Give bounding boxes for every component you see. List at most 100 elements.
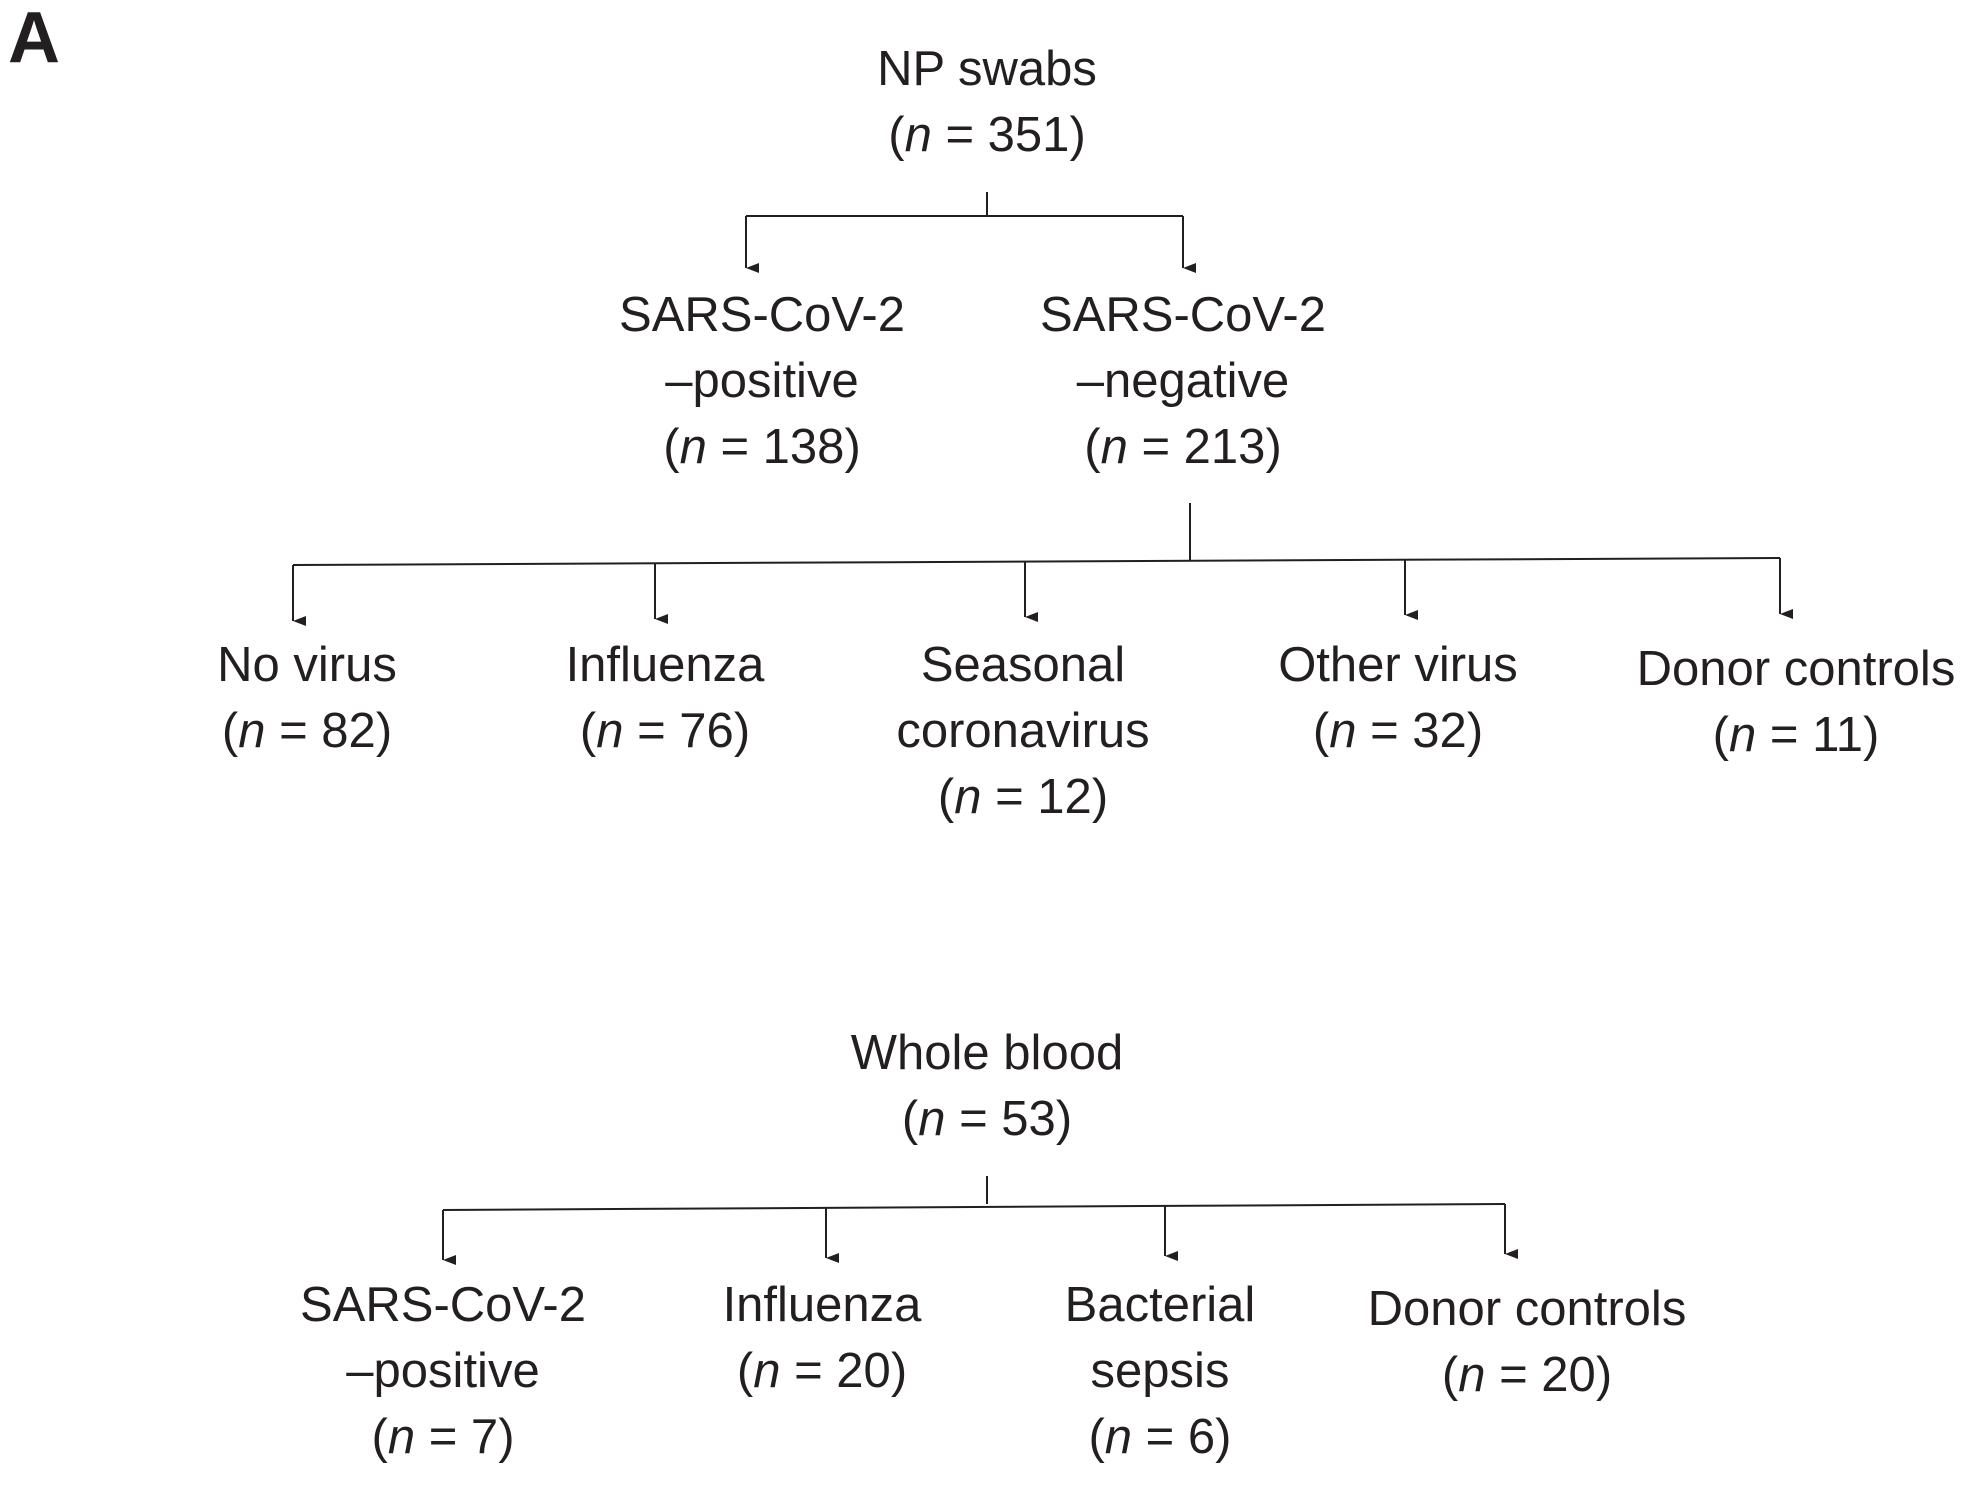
count-n-symbol: n xyxy=(596,704,624,758)
node-label-line: SARS-CoV-2 xyxy=(1040,288,1326,342)
count-equals: = xyxy=(1756,708,1813,762)
count-n-symbol: n xyxy=(1104,1410,1133,1464)
count-close-paren: ) xyxy=(1091,770,1109,824)
count-open-paren: ( xyxy=(579,704,597,758)
blood-influenza-node: Influenza (n = 20) xyxy=(723,1272,922,1404)
count-equals: = xyxy=(1485,1348,1542,1402)
count-open-paren: ( xyxy=(901,1092,919,1146)
node-count: (n = 7) xyxy=(300,1404,586,1470)
count-n-symbol: n xyxy=(679,420,707,474)
count-open-paren: ( xyxy=(937,770,955,824)
count-equals: = xyxy=(1127,420,1184,474)
node-label-line: Seasonal xyxy=(920,638,1126,692)
node-label-line: –positive xyxy=(346,1344,540,1398)
count-n-symbol: n xyxy=(1458,1348,1486,1402)
count-value: 6 xyxy=(1187,1410,1216,1464)
count-n-symbol: n xyxy=(238,704,266,758)
count-equals: = xyxy=(931,108,988,162)
np-negative-node: SARS-CoV-2 –negative (n = 213) xyxy=(1040,282,1326,480)
blood-root-node: Whole blood (n = 53) xyxy=(851,1020,1123,1152)
node-label-line: Influenza xyxy=(565,638,765,692)
count-open-paren: ( xyxy=(221,704,239,758)
count-close-paren: ) xyxy=(1862,708,1880,762)
count-equals: = xyxy=(623,704,680,758)
count-value: 76 xyxy=(679,704,734,758)
count-value: 53 xyxy=(1001,1092,1056,1146)
node-label-line: SARS-CoV-2 xyxy=(300,1278,586,1332)
count-close-paren: ) xyxy=(733,704,751,758)
node-count: (n = 82) xyxy=(217,698,397,764)
count-value: 20 xyxy=(1541,1348,1596,1402)
blood-donor-node: Donor controls (n = 20) xyxy=(1368,1276,1687,1408)
count-value: 11 xyxy=(1812,708,1863,762)
np-positive-node: SARS-CoV-2 –positive (n = 138) xyxy=(619,282,905,480)
node-label-line: NP swabs xyxy=(877,42,1097,96)
count-open-paren: ( xyxy=(888,108,905,162)
blood-sars-node: SARS-CoV-2 –positive (n = 7) xyxy=(300,1272,586,1470)
count-n-symbol: n xyxy=(954,770,982,824)
count-value: 82 xyxy=(321,704,376,758)
count-close-paren: ) xyxy=(1265,420,1282,474)
count-close-paren: ) xyxy=(1215,1410,1232,1464)
node-count: (n = 20) xyxy=(1368,1342,1687,1408)
count-value: 12 xyxy=(1037,770,1092,824)
count-close-paren: ) xyxy=(1595,1348,1613,1402)
np-donor-node: Donor controls (n = 11) xyxy=(1637,636,1956,768)
count-open-paren: ( xyxy=(1312,704,1330,758)
count-close-paren: ) xyxy=(890,1344,908,1398)
node-label-line: sepsis xyxy=(1090,1344,1230,1398)
count-value: 7 xyxy=(470,1410,499,1464)
count-open-paren: ( xyxy=(1441,1348,1459,1402)
count-close-paren: ) xyxy=(1466,704,1484,758)
node-count: (n = 32) xyxy=(1278,698,1518,764)
count-value: 20 xyxy=(836,1344,891,1398)
node-label-line: –negative xyxy=(1076,354,1290,408)
count-n-symbol: n xyxy=(753,1344,781,1398)
node-label-line: Donor controls xyxy=(1636,642,1956,696)
node-count: (n = 76) xyxy=(566,698,765,764)
count-equals: = xyxy=(265,704,322,758)
count-open-paren: ( xyxy=(1084,420,1101,474)
count-close-paren: ) xyxy=(844,420,861,474)
node-label-line: Whole blood xyxy=(850,1026,1124,1080)
count-close-paren: ) xyxy=(1055,1092,1073,1146)
node-label-line: Bacterial xyxy=(1064,1278,1256,1332)
count-open-paren: ( xyxy=(1088,1410,1105,1464)
count-n-symbol: n xyxy=(387,1410,416,1464)
count-close-paren: ) xyxy=(375,704,393,758)
node-count: (n = 12) xyxy=(896,764,1149,830)
count-equals: = xyxy=(1356,704,1413,758)
node-count: (n = 6) xyxy=(1065,1404,1256,1470)
count-value: 138 xyxy=(762,420,845,474)
count-n-symbol: n xyxy=(1100,420,1128,474)
np-root-node: NP swabs (n = 351) xyxy=(877,36,1097,168)
np-novirus-node: No virus (n = 82) xyxy=(217,632,397,764)
np-level2-bus xyxy=(292,557,1781,566)
count-equals: = xyxy=(1132,1410,1188,1464)
count-close-paren: ) xyxy=(1069,108,1086,162)
count-open-paren: ( xyxy=(663,420,680,474)
count-n-symbol: n xyxy=(918,1092,946,1146)
count-close-paren: ) xyxy=(498,1410,515,1464)
node-label-line: Donor controls xyxy=(1367,1282,1687,1336)
np-seasonal-node: Seasonal coronavirus (n = 12) xyxy=(896,632,1149,830)
count-open-paren: ( xyxy=(1712,708,1729,762)
count-equals: = xyxy=(706,420,763,474)
node-label-line: –positive xyxy=(665,354,859,408)
node-label-line: No virus xyxy=(217,638,397,692)
node-count: (n = 20) xyxy=(723,1338,922,1404)
count-equals: = xyxy=(780,1344,837,1398)
node-label-line: Other virus xyxy=(1278,638,1518,692)
node-count: (n = 351) xyxy=(877,102,1097,168)
node-count: (n = 53) xyxy=(851,1086,1123,1152)
count-value: 213 xyxy=(1183,420,1266,474)
node-count: (n = 11) xyxy=(1637,702,1956,768)
np-influenza-node: Influenza (n = 76) xyxy=(566,632,765,764)
count-equals: = xyxy=(981,770,1038,824)
count-n-symbol: n xyxy=(1329,704,1357,758)
panel-label: A xyxy=(8,0,60,78)
count-n-symbol: n xyxy=(1729,708,1757,762)
node-label-line: SARS-CoV-2 xyxy=(619,288,905,342)
np-other-node: Other virus (n = 32) xyxy=(1278,632,1518,764)
